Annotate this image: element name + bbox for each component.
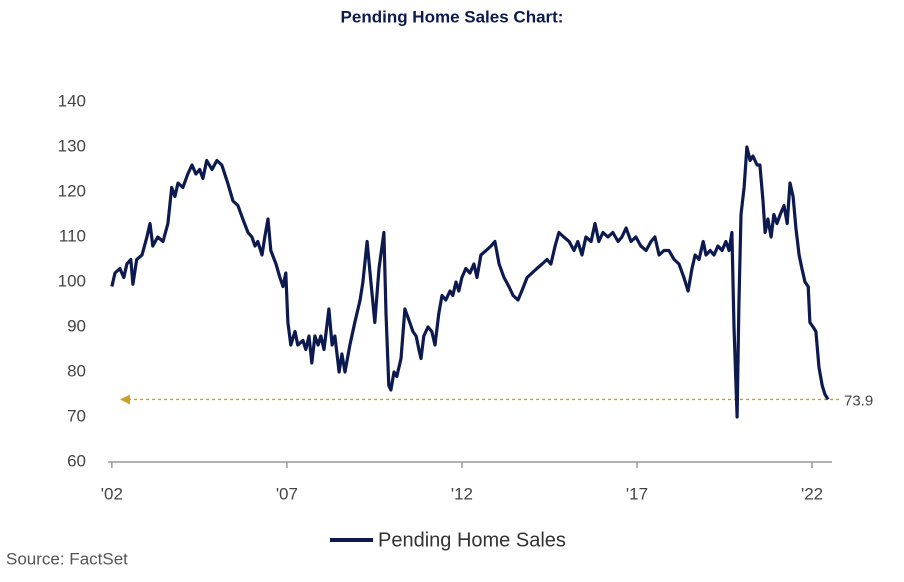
x-tick-label: '07 [276, 484, 298, 503]
reference-label: 73.9 [844, 392, 873, 409]
x-tick-label: '22 [801, 484, 823, 503]
x-tick-label: '12 [451, 484, 473, 503]
y-tick-label: 110 [59, 226, 86, 245]
source: Source: FactSet [6, 549, 128, 568]
y-tick-label: 100 [58, 271, 86, 290]
chart-title: Pending Home Sales Chart: [341, 7, 564, 26]
y-tick-label: 70 [67, 406, 86, 425]
x-tick-label: '02 [101, 484, 123, 503]
y-tick-label: 140 [58, 91, 86, 110]
y-tick-label: 60 [67, 451, 86, 470]
y-tick-label: 90 [67, 316, 86, 335]
y-tick-label: 80 [67, 361, 86, 380]
y-tick-label: 130 [58, 136, 86, 155]
reference-arrow [120, 394, 130, 405]
y-tick-label: 120 [58, 181, 86, 200]
legend-label: Pending Home Sales [378, 529, 566, 551]
x-tick-label: '17 [626, 484, 648, 503]
series-line [110, 145, 830, 419]
